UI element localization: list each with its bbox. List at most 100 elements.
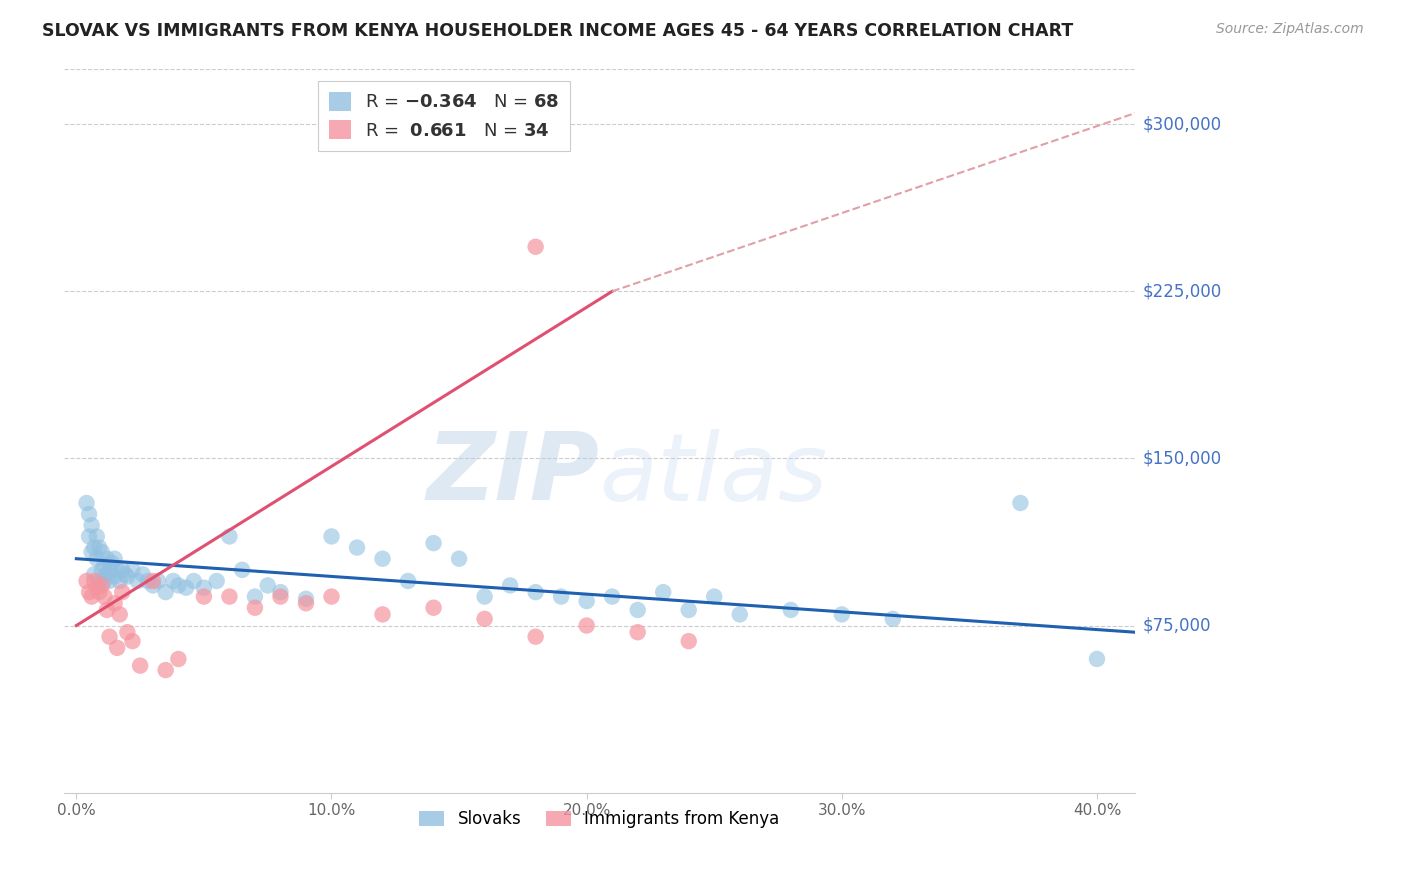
Point (90, 563, 112, 577)
Point (256, 578, 278, 592)
Point (76, 574, 98, 588)
Point (90, 578, 112, 592)
Point (83, 567, 105, 582)
Point (121, 563, 143, 577)
Point (108, 607, 131, 622)
Text: atlas: atlas (599, 428, 828, 519)
Point (627, 603, 650, 617)
Point (422, 536, 444, 550)
Point (449, 551, 471, 566)
Point (96, 567, 118, 582)
Text: $300,000: $300,000 (1143, 115, 1222, 133)
Point (193, 590, 215, 604)
Point (474, 612, 496, 626)
Point (652, 585, 675, 599)
Point (882, 612, 904, 626)
Point (83, 574, 105, 588)
Point (678, 634, 700, 648)
Point (218, 590, 240, 604)
Point (114, 567, 136, 582)
Point (104, 569, 127, 583)
Point (111, 585, 134, 599)
Text: $225,000: $225,000 (1143, 283, 1222, 301)
Point (321, 590, 343, 604)
Point (111, 563, 134, 577)
Point (96, 603, 118, 617)
Point (218, 529, 240, 543)
Point (104, 551, 127, 566)
Point (678, 603, 700, 617)
Point (101, 556, 124, 570)
Point (89, 574, 111, 588)
Point (524, 585, 547, 599)
Point (77, 529, 100, 543)
Point (155, 663, 177, 677)
Point (117, 625, 139, 640)
Point (90, 545, 112, 559)
Point (269, 590, 291, 604)
Point (243, 590, 266, 604)
Text: $75,000: $75,000 (1143, 616, 1212, 634)
Point (371, 607, 394, 622)
Legend: Slovaks, Immigrants from Kenya: Slovaks, Immigrants from Kenya (412, 804, 786, 835)
Point (96, 551, 118, 566)
Point (269, 585, 291, 599)
Point (779, 603, 801, 617)
Point (167, 652, 190, 666)
Point (76, 496, 98, 510)
Point (295, 591, 318, 606)
Point (86, 529, 108, 543)
Point (396, 574, 419, 588)
Point (183, 574, 205, 588)
Point (243, 600, 266, 615)
Point (89, 585, 111, 599)
Text: $150,000: $150,000 (1143, 450, 1222, 467)
Point (600, 590, 623, 604)
Point (193, 581, 215, 595)
Point (86, 551, 108, 566)
Point (627, 625, 650, 640)
Point (131, 567, 153, 582)
Point (127, 574, 149, 588)
Point (80, 518, 103, 533)
Point (86, 581, 108, 595)
Point (142, 574, 165, 588)
Point (80, 545, 103, 559)
Point (524, 240, 547, 254)
Point (93, 558, 115, 573)
Point (231, 563, 253, 577)
Point (703, 590, 725, 604)
Point (174, 581, 197, 595)
Point (77, 585, 100, 599)
Point (1085, 652, 1108, 666)
Point (104, 596, 127, 610)
Point (167, 578, 190, 592)
Point (575, 594, 598, 608)
Point (121, 634, 143, 648)
Point (728, 607, 751, 622)
Point (499, 578, 522, 592)
Point (117, 569, 139, 583)
Point (524, 630, 547, 644)
Point (346, 541, 368, 555)
Point (142, 578, 165, 592)
Point (1010, 496, 1032, 510)
Point (98, 574, 121, 588)
Text: SLOVAK VS IMMIGRANTS FROM KENYA HOUSEHOLDER INCOME AGES 45 - 64 YEARS CORRELATIO: SLOVAK VS IMMIGRANTS FROM KENYA HOUSEHOL… (42, 22, 1073, 40)
Point (162, 574, 184, 588)
Text: Source: ZipAtlas.com: Source: ZipAtlas.com (1216, 22, 1364, 37)
Point (80, 590, 103, 604)
Point (321, 529, 343, 543)
Point (136, 574, 159, 588)
Point (105, 640, 128, 655)
Point (295, 596, 318, 610)
Point (77, 507, 100, 521)
Point (93, 590, 115, 604)
Point (108, 574, 131, 588)
Point (205, 574, 228, 588)
Point (831, 607, 853, 622)
Point (129, 658, 152, 673)
Point (83, 541, 105, 555)
Point (422, 600, 444, 615)
Point (575, 618, 598, 632)
